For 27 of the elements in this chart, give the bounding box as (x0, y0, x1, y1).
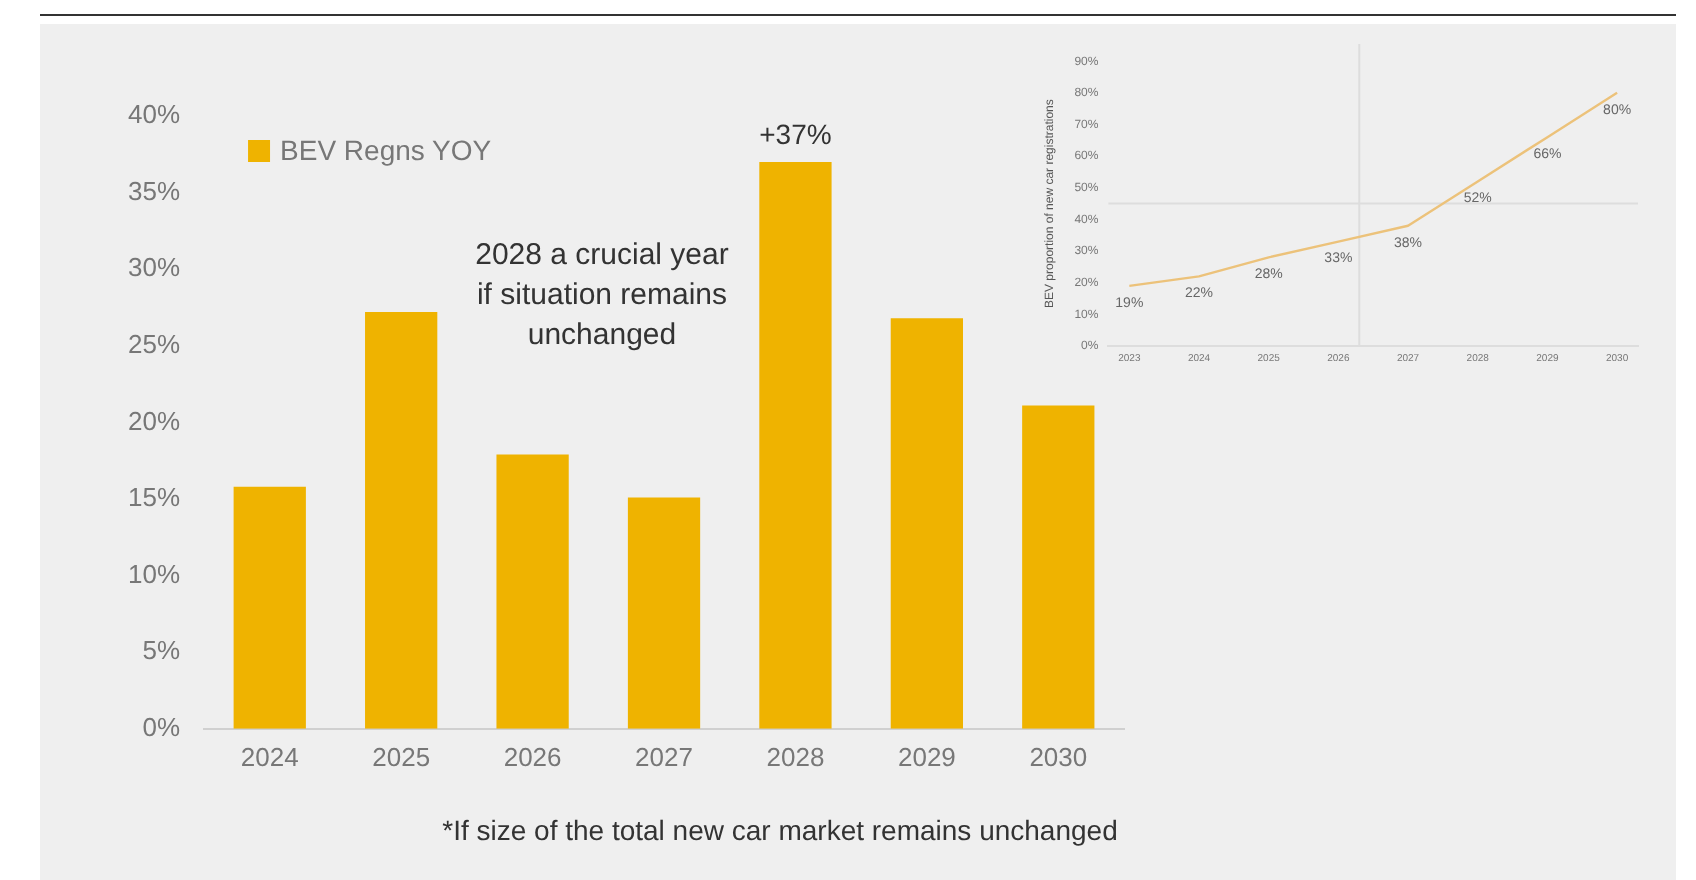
y-tick-label: 0% (142, 711, 181, 742)
bar (233, 486, 306, 729)
bar (496, 454, 569, 729)
x-tick-label: 2024 (240, 741, 299, 772)
y-tick-label: 40% (127, 99, 181, 130)
data-label: +37% (759, 117, 832, 150)
y-tick-label: 15% (127, 482, 181, 513)
bar (1022, 405, 1095, 729)
y-tick-label: 5% (142, 635, 181, 666)
bar (627, 497, 701, 729)
x-tick-label: 2027 (635, 741, 693, 772)
y-tick-label: 35% (127, 175, 181, 206)
x-tick-label: 2028 (766, 741, 825, 772)
y-tick-label: 20% (127, 405, 181, 436)
text: *If size of the total new car market remains unchanged (440, 814, 1120, 846)
bar (890, 318, 964, 729)
y-tick-label: 30% (127, 252, 181, 283)
legend-label: BEV Regns YOY (280, 133, 493, 166)
bar (365, 312, 438, 729)
bar (759, 161, 832, 729)
x-tick-label: 2029 (897, 741, 956, 772)
annotation: 2028 a crucial year if situation remains unchanged (473, 236, 731, 356)
x-tick-label: 2030 (1029, 741, 1088, 772)
x-tick-label: 2025 (372, 741, 431, 772)
y-tick-label: 25% (127, 328, 181, 359)
x-tick-label: 2026 (503, 741, 562, 772)
y-tick-label: 10% (127, 558, 181, 589)
